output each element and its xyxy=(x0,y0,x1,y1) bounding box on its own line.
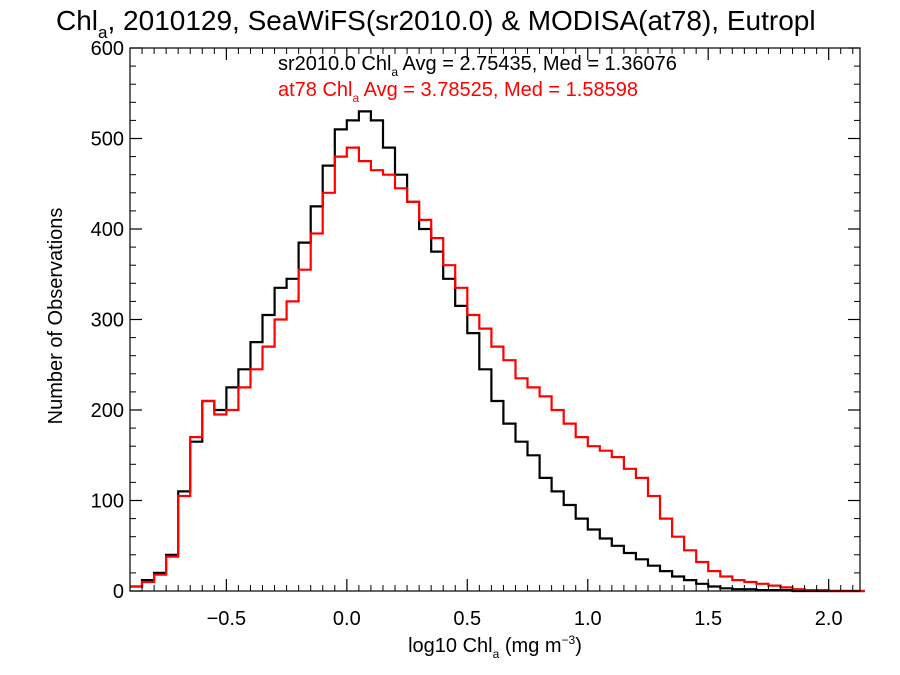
y-tick-label: 100 xyxy=(91,491,124,513)
y-tick-label: 500 xyxy=(91,129,124,151)
x-tick-label: 0.0 xyxy=(333,608,361,630)
legend-at78-post: Avg = 3.78525, Med = 1.58598 xyxy=(359,79,638,101)
y-tick-label: 600 xyxy=(91,38,124,60)
legend-at78-pre: at78 Chl xyxy=(278,79,353,101)
chart-title: Chla, 2010129, SeaWiFS(sr2010.0) & MODIS… xyxy=(56,5,816,42)
legend-sr2010-post: Avg = 2.75435, Med = 1.36076 xyxy=(398,53,677,75)
chart-title-post: , 2010129, SeaWiFS(sr2010.0) & MODISA(at… xyxy=(107,5,815,36)
legend-at78: at78 Chla Avg = 3.78525, Med = 1.58598 xyxy=(278,79,638,105)
y-axis-label: Number of Observations xyxy=(45,208,67,425)
x-axis-label-post: ) xyxy=(575,635,582,657)
x-axis-label: log10 Chla (mg m−3) xyxy=(408,633,582,661)
chart-title-sub: a xyxy=(98,23,108,42)
legend-sr2010: sr2010.0 Chla Avg = 2.75435, Med = 1.360… xyxy=(278,53,677,79)
series-line-sr2010 xyxy=(130,110,865,593)
y-tick-label: 400 xyxy=(91,219,124,241)
x-axis-label-sub: a xyxy=(493,647,500,661)
x-tick-label: 1.0 xyxy=(574,608,602,630)
y-tick-label: 300 xyxy=(91,310,124,332)
legend-sr2010-sub: a xyxy=(391,65,398,79)
legend-sr2010-pre: sr2010.0 Chl xyxy=(278,53,391,75)
plot-lines xyxy=(130,110,865,593)
x-tick-label: 2.0 xyxy=(815,608,843,630)
legend-at78-sub: a xyxy=(353,91,360,105)
x-axis-label-pre: log10 Chl xyxy=(408,635,493,657)
x-tick-label: −0.5 xyxy=(207,608,246,630)
x-axis-label-mid: (mg m xyxy=(499,635,561,657)
axis-ticks: −0.5 0.0 0.5 1.0 1.5 2.0 0 100 200 300 400 500 600 xyxy=(91,38,860,630)
x-axis-label-sup: −3 xyxy=(562,633,576,647)
x-tick-label: 1.5 xyxy=(694,608,722,630)
y-tick-label: 200 xyxy=(91,400,124,422)
chart-title-pre: Chl xyxy=(56,5,98,36)
x-tick-label: 0.5 xyxy=(453,608,481,630)
y-tick-label: 0 xyxy=(113,581,124,603)
series-line-at78 xyxy=(130,146,865,593)
